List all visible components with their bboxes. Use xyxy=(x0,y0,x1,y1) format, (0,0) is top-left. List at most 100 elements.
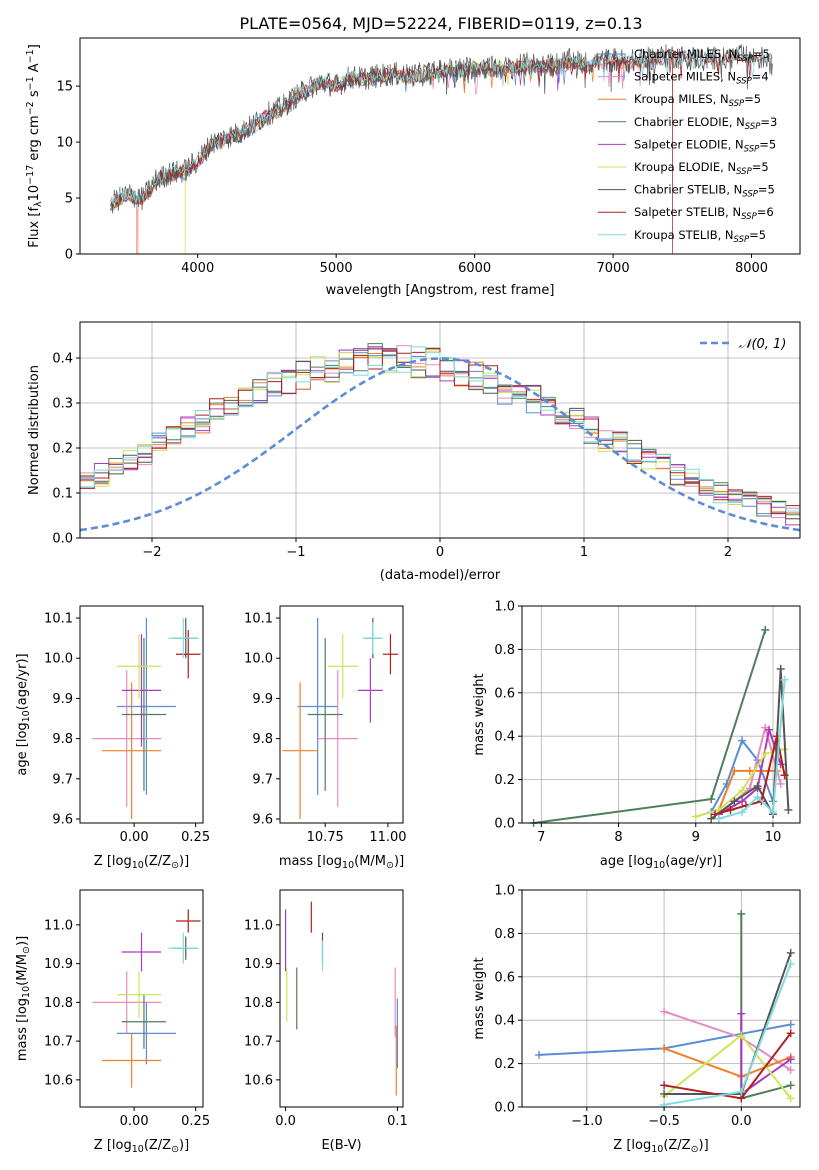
weight-marker xyxy=(707,795,716,804)
weight-marker xyxy=(786,1081,795,1090)
x-tick-label: 4000 xyxy=(181,261,214,276)
y-tick-label: 0.1 xyxy=(52,487,73,502)
x-axis-label-part: (age/yr)] xyxy=(665,854,722,869)
x-tick-label: 7 xyxy=(537,830,545,845)
legend-text: Salpeter MILES, N xyxy=(634,70,736,84)
y-tick-label: 1.0 xyxy=(494,600,515,615)
x-axis-label-part: 10 xyxy=(342,860,354,871)
histogram-kroupa-elodie xyxy=(80,350,800,520)
x-axis-label-part: ⊙ xyxy=(171,1144,179,1155)
weight-marker xyxy=(660,1007,669,1016)
weight-marker xyxy=(660,1044,669,1053)
plot-area xyxy=(92,909,201,1088)
weight-marker xyxy=(786,959,795,968)
y-axis-label-part: (M/M xyxy=(15,954,30,986)
weight-marker xyxy=(737,909,746,918)
plot-area xyxy=(110,44,773,254)
y-tick-label: 10.0 xyxy=(44,652,73,667)
legend-entry: Kroupa ELODIE, NSSP=5 xyxy=(634,160,769,177)
weight-marker xyxy=(660,1089,669,1098)
y-tick-label: 11.0 xyxy=(44,918,73,933)
legend-value: =5 xyxy=(759,137,776,151)
y-tick-label: 0.8 xyxy=(494,927,515,942)
x-tick-label: 0.1 xyxy=(387,1114,408,1129)
weight-marker xyxy=(737,1031,746,1040)
legend-entry: Kroupa MILES, NSSP=5 xyxy=(634,92,761,109)
y-tick-label: 10.1 xyxy=(244,612,273,627)
x-tick-label: 11.00 xyxy=(369,830,406,845)
axes-frame xyxy=(279,605,404,824)
y-axis-label-part: mass [log xyxy=(15,998,30,1061)
spectrum-line-kroupa-elodie xyxy=(110,55,586,254)
x-axis-label: wavelength [Angstrom, rest frame] xyxy=(326,283,555,298)
legend-text: Kroupa STELIB, N xyxy=(634,228,734,242)
y-axis-label-part: −1 xyxy=(25,49,36,63)
x-tick-label: 1 xyxy=(580,545,588,560)
x-axis-label: age [log10(age/yr)] xyxy=(600,854,722,871)
weight-marker xyxy=(534,1050,543,1059)
x-tick-label: 0.25 xyxy=(181,830,210,845)
weight-marker xyxy=(784,805,793,814)
y-axis-label: Flux [fλ10−17 erg cm−2 s−1 A−1] xyxy=(25,44,44,248)
weight-marker xyxy=(786,1055,795,1064)
x-axis-label-part: )] xyxy=(394,854,404,869)
x-tick-label: 5000 xyxy=(320,261,353,276)
legend-entry: Kroupa STELIB, NSSP=5 xyxy=(634,228,766,245)
y-tick-label: 0.0 xyxy=(494,817,515,832)
weight-marker xyxy=(753,792,762,801)
weight-marker xyxy=(745,766,754,775)
y-axis-label: mass weight xyxy=(472,673,487,755)
y-axis-label-part: A xyxy=(27,63,42,76)
y-axis-label: Normed distribution xyxy=(27,365,42,495)
legend-sub: SSP xyxy=(741,212,757,222)
y-tick-label: 0.4 xyxy=(52,352,73,367)
y-axis-label-part: )] xyxy=(15,936,30,946)
legend-label: 𝒩(0, 1) xyxy=(739,337,786,352)
weight-marker xyxy=(738,736,747,745)
y-tick-label: 0.6 xyxy=(494,686,515,701)
legend-sub: SSP xyxy=(736,77,752,87)
y-tick-label: 0.8 xyxy=(494,643,515,658)
y-tick-label: 10.1 xyxy=(44,612,73,627)
figure-title: PLATE=0564, MJD=52224, FIBERID=0119, z=0… xyxy=(239,14,642,33)
weight-marker xyxy=(691,812,700,821)
y-tick-label: 10.6 xyxy=(244,1073,273,1088)
y-tick-label: 0.0 xyxy=(52,532,73,547)
legend-value: =6 xyxy=(757,205,774,219)
x-axis-label-part: age [log xyxy=(600,854,653,869)
y-tick-label: 10.7 xyxy=(244,1035,273,1050)
legend-text: Kroupa ELODIE, N xyxy=(634,160,736,174)
x-tick-label: −0.5 xyxy=(648,1114,680,1129)
y-tick-label: 0.2 xyxy=(494,1057,515,1072)
y-axis-label-part: 10 xyxy=(27,185,42,202)
weight-marker xyxy=(780,675,789,684)
plot-area xyxy=(92,618,201,819)
y-tick-label: 10.0 xyxy=(244,652,273,667)
x-axis-label-part: ⊙ xyxy=(386,860,394,871)
x-tick-label: 2 xyxy=(724,545,732,560)
y-tick-label: 0.2 xyxy=(494,773,515,788)
axes-frame xyxy=(521,889,801,1108)
legend-sub: SSP xyxy=(742,190,758,200)
legend-sub: SSP xyxy=(734,235,750,245)
legend-entry: Salpeter ELODIE, NSSP=5 xyxy=(634,137,776,154)
y-tick-label: 10.9 xyxy=(244,957,273,972)
weight-marker xyxy=(786,1029,795,1038)
legend-text: Chabrier MILES, N xyxy=(634,47,737,61)
y-tick-label: 0.0 xyxy=(494,1101,515,1116)
y-tick-label: 0.3 xyxy=(52,397,73,412)
x-axis-label: E(B-V) xyxy=(321,1138,361,1153)
axes-frame xyxy=(79,889,204,1108)
weight-marker xyxy=(711,810,720,819)
weight-marker xyxy=(730,766,739,775)
weight-line-kroupa-stelib xyxy=(663,963,792,1106)
y-tick-label: 9.6 xyxy=(52,812,73,827)
axes-frame xyxy=(521,605,801,824)
y-tick-label: 10 xyxy=(56,136,73,151)
x-tick-label: 0.00 xyxy=(120,830,149,845)
x-tick-label: −2 xyxy=(142,545,161,560)
weight-marker xyxy=(707,814,716,823)
x-axis-label: mass [log10(M/M⊙)] xyxy=(279,854,404,871)
legend-text: Salpeter ELODIE, N xyxy=(634,137,744,151)
